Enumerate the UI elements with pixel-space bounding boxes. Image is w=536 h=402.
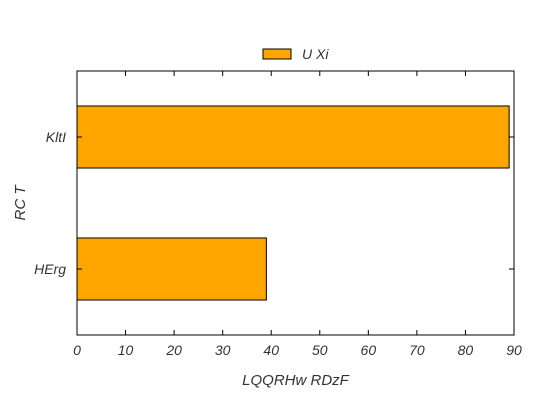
x-tick-label: 20 [165,342,182,358]
x-tick-label: 70 [409,342,425,358]
bar-KltI [77,106,509,168]
x-tick-label: 80 [458,342,474,358]
y-tick-label: KltI [46,129,66,145]
bar-HErg [77,238,266,300]
legend-swatch [263,49,291,59]
x-tick-label: 60 [361,342,377,358]
x-tick-label: 40 [263,342,279,358]
x-axis-label: LQQRHw RDzF [242,372,350,389]
legend: U Xi [263,46,329,62]
x-tick-label: 30 [215,342,231,358]
x-tick-label: 0 [73,342,81,358]
bars [77,106,509,300]
x-tick-label: 50 [312,342,328,358]
y-axis-label: RC T [12,184,29,221]
legend-label: U Xi [302,46,329,62]
x-tick-label: 10 [118,342,134,358]
y-tick-label: HErg [34,261,66,277]
x-tick-label: 90 [506,342,522,358]
